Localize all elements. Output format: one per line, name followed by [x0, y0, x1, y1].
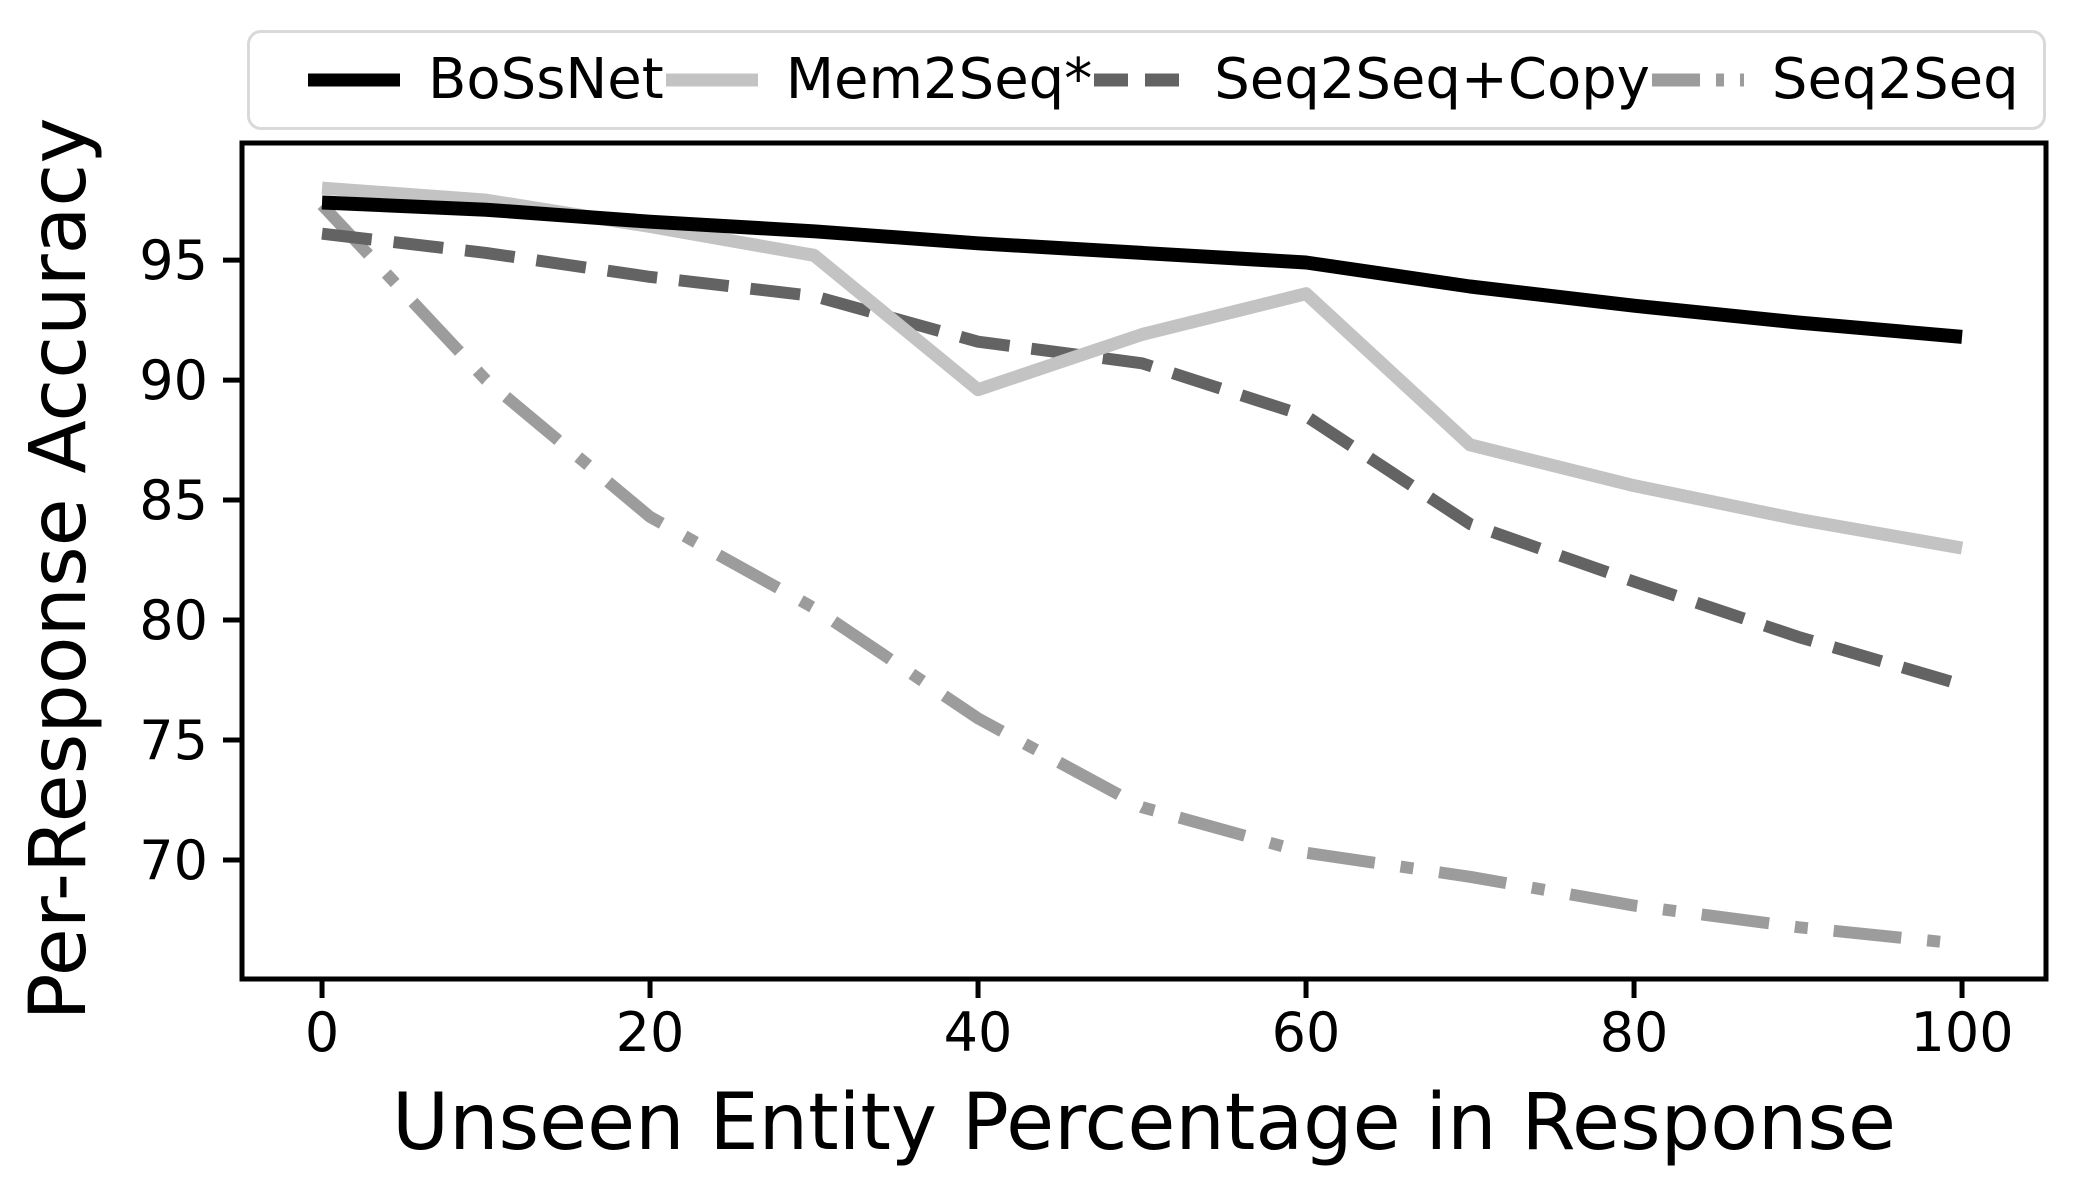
y-tick-label: 70 [139, 829, 208, 892]
x-tick-label: 40 [944, 1001, 1013, 1064]
x-tick-label: 60 [1272, 1001, 1341, 1064]
series-line-seq2seqcopy [321, 227, 1964, 691]
legend-line-sample-seq2seq [1651, 73, 1744, 87]
legend-item-seq2seq: Seq2Seq [1650, 52, 2019, 108]
y-tick-label: 95 [139, 229, 208, 292]
y-tick-label: 85 [139, 469, 208, 532]
y-tick-label: 90 [139, 349, 208, 412]
legend-line-sample-seq2seq-copy [1094, 73, 1187, 87]
legend-item-seq2seq-copy: Seq2Seq+Copy [1092, 52, 1650, 108]
legend-line-sample-bossnet [308, 73, 400, 87]
y-tick-label: 75 [139, 709, 208, 772]
x-tick-label: 80 [1600, 1001, 1669, 1064]
legend-label-bossnet: BoSsNet [428, 47, 664, 112]
series-line-seq2seq [317, 200, 1963, 950]
legend-item-bossnet: BoSsNet [306, 52, 664, 108]
legend-label-mem2seq: Mem2Seq* [785, 47, 1093, 112]
x-tick-label: 20 [616, 1001, 685, 1064]
legend-line-sample-mem2seq [665, 73, 758, 87]
legend: BoSsNet Mem2Seq* Seq2Seq+Copy Seq2Seq [247, 30, 2046, 130]
legend-label-seq2seq: Seq2Seq [1771, 47, 2019, 112]
legend-item-mem2seq: Mem2Seq* [664, 47, 1093, 112]
series-line-bossnet [321, 195, 1963, 344]
x-tick-label: 100 [1910, 1001, 2013, 1064]
x-tick-label: 0 [305, 1001, 339, 1064]
y-tick-label: 80 [139, 589, 208, 652]
x-axis-title: Unseen Entity Percentage in Response [392, 1078, 1896, 1168]
y-axis-title: Per-Response Accuracy [14, 117, 104, 1021]
legend-label-seq2seq-copy: Seq2Seq+Copy [1214, 47, 1650, 112]
plot-border [239, 140, 2049, 982]
